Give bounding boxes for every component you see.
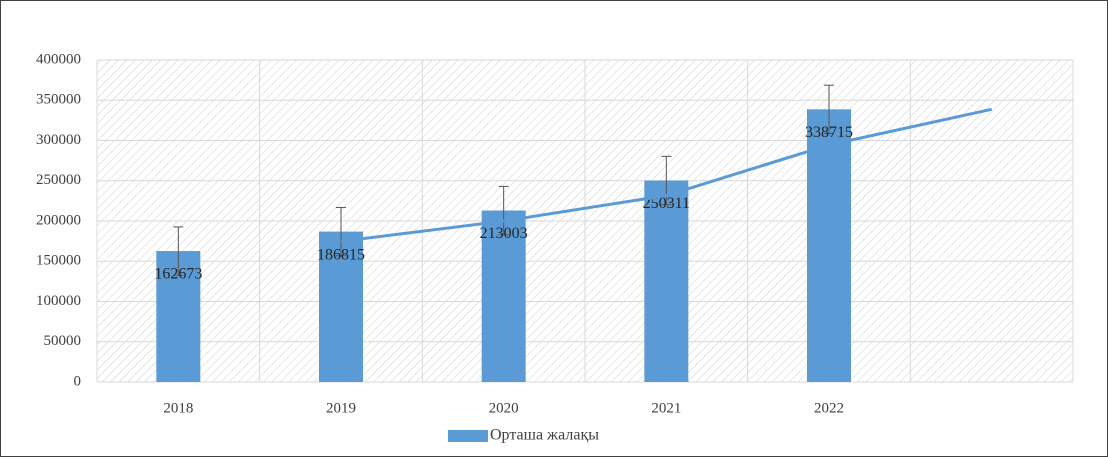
y-tick-label: 250000 [36, 172, 81, 188]
y-tick-label: 300000 [36, 132, 81, 148]
data-label: 186815 [317, 246, 365, 263]
y-tick-label: 0 [74, 373, 82, 389]
y-tick-label: 350000 [36, 92, 81, 108]
x-tick-label: 2020 [489, 400, 519, 416]
legend-label: Орташа жалақы [490, 427, 599, 444]
trend-line [340, 107, 992, 243]
y-tick-label: 150000 [36, 253, 81, 269]
x-tick-label: 2018 [163, 400, 193, 416]
data-label: 338715 [805, 124, 853, 141]
data-label: 162673 [154, 266, 202, 283]
x-tick-label: 2022 [814, 400, 844, 416]
bar [807, 109, 851, 383]
y-tick-label: 400000 [36, 51, 81, 67]
y-tick-label: 100000 [36, 293, 81, 309]
bar [481, 210, 526, 382]
y-tick-label: 50000 [44, 333, 82, 349]
y-tick-label: 200000 [36, 212, 81, 228]
data-label: 213003 [480, 225, 528, 242]
bar [644, 180, 689, 382]
x-tick-label: 2021 [651, 400, 681, 416]
legend-swatch [448, 430, 488, 442]
x-tick-label: 2019 [326, 400, 356, 416]
data-label: 250311 [643, 195, 690, 212]
bar [319, 231, 363, 382]
